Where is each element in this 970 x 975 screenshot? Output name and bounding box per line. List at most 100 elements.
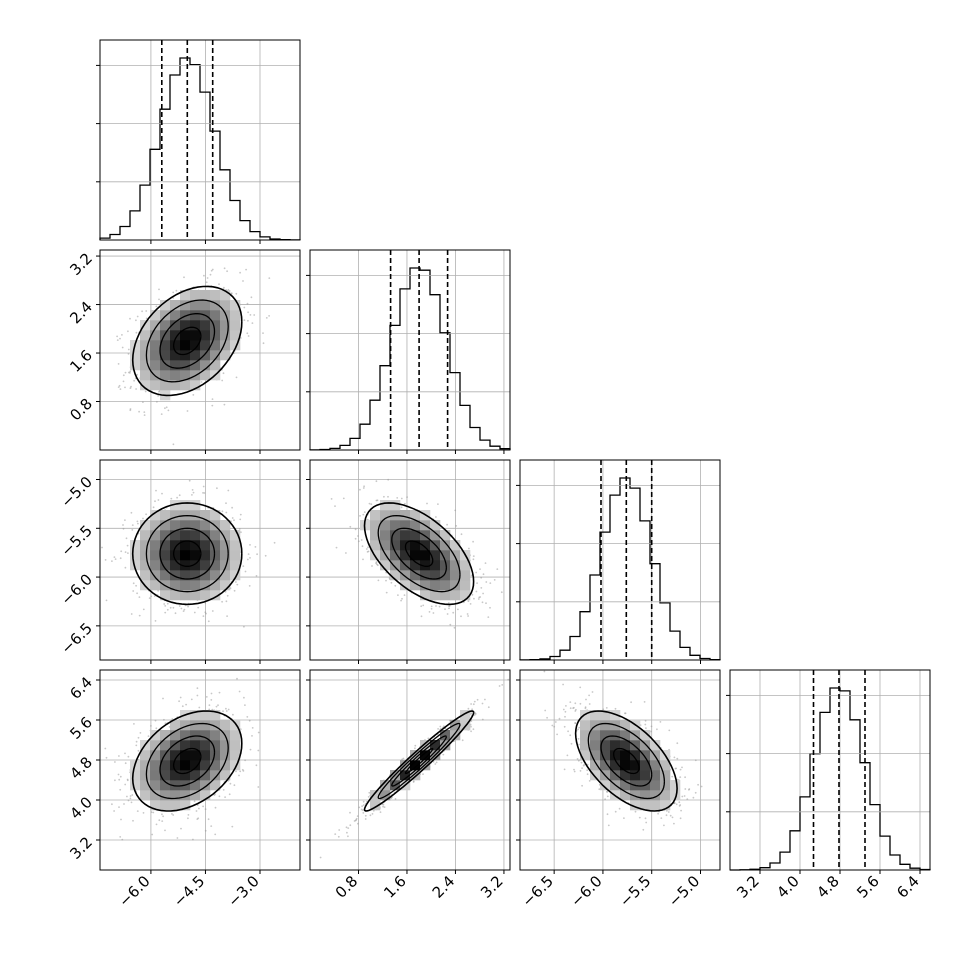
sample-point (588, 703, 591, 705)
sample-point (126, 795, 128, 798)
sample-point (577, 728, 579, 731)
sample-point (211, 610, 214, 612)
sample-point (244, 570, 247, 573)
density-cell (380, 540, 391, 551)
panel-frame (99, 669, 301, 871)
contour-3 (377, 514, 461, 593)
sample-point (133, 723, 135, 725)
density-cell (620, 720, 631, 731)
sample-point (130, 801, 133, 804)
density-cell (140, 330, 151, 341)
density-cell (190, 320, 201, 331)
density-cell (220, 330, 231, 341)
sample-point (147, 735, 150, 737)
sample-point (645, 821, 648, 824)
sample-point (553, 725, 556, 728)
density-cell (440, 540, 451, 551)
density-cell (130, 360, 141, 371)
scatter-panel-3-0 (104, 677, 260, 841)
density-cell (200, 550, 211, 561)
sample-point (598, 788, 601, 791)
sample-point (118, 755, 120, 757)
sample-point (209, 273, 212, 276)
sample-point (210, 692, 213, 695)
sample-point (364, 818, 367, 820)
density-cell (230, 330, 241, 341)
sample-point (367, 796, 370, 798)
density-cell (650, 740, 661, 751)
sample-point (574, 702, 577, 705)
sample-point (130, 511, 133, 514)
density-cell (170, 580, 181, 591)
sample-point (487, 706, 490, 709)
sample-point (246, 558, 249, 561)
sample-point (439, 725, 442, 728)
sample-point (356, 815, 359, 817)
sample-point (101, 546, 103, 549)
density-cell (150, 580, 161, 591)
sample-point (694, 791, 697, 794)
sample-point (681, 766, 683, 769)
density-cell (160, 330, 171, 341)
sample-point (562, 683, 564, 686)
sample-point (357, 540, 360, 543)
y-tick-label: 0.8 (66, 395, 96, 425)
sample-point (437, 503, 439, 505)
sample-point (221, 510, 224, 513)
density-cell (170, 550, 181, 561)
density-cell (650, 780, 661, 791)
sample-point (172, 606, 175, 609)
density-cell (160, 560, 171, 571)
density-cell (170, 510, 181, 521)
x-tick-label: 4.0 (773, 872, 803, 902)
sample-point (211, 398, 214, 400)
density-cell (210, 560, 221, 571)
sample-point (383, 495, 385, 498)
density-cell (230, 310, 241, 321)
density-cell (200, 330, 211, 341)
density-cell (200, 730, 211, 741)
density-cell (180, 720, 191, 731)
sample-point (122, 527, 125, 530)
sample-point (123, 803, 125, 805)
density-cell (230, 550, 241, 561)
sample-point (122, 374, 125, 377)
sample-point (470, 720, 473, 722)
density-cell (430, 530, 441, 541)
density-cell (180, 360, 191, 371)
density-cell (650, 790, 661, 801)
contour-1 (172, 747, 202, 775)
sample-point (158, 298, 160, 301)
density-cell (630, 770, 641, 781)
density-cell (160, 550, 171, 561)
sample-point (673, 756, 676, 759)
sample-point (192, 491, 195, 494)
density-cell (200, 560, 211, 571)
sample-point (192, 838, 194, 841)
sample-point (167, 409, 170, 412)
sample-point (243, 319, 246, 322)
sample-point (461, 739, 464, 742)
density-cell (170, 530, 181, 541)
sample-point (347, 835, 349, 838)
sample-point (480, 576, 483, 579)
contour-4 (363, 710, 475, 812)
sample-point (157, 589, 160, 592)
density-cell (150, 320, 161, 331)
sample-point (239, 770, 242, 773)
sample-point (484, 562, 487, 564)
sample-point (385, 591, 388, 594)
sample-point (406, 496, 408, 498)
sample-point (118, 384, 121, 387)
x-tick-label: −6.0 (567, 872, 605, 910)
sample-point (248, 719, 251, 722)
density-cell (600, 760, 611, 771)
sample-point (659, 721, 662, 723)
sample-point (467, 615, 469, 617)
density-cell (440, 570, 451, 581)
sample-point (558, 717, 561, 720)
density-cell (150, 310, 161, 321)
density-cell (180, 800, 191, 811)
sample-point (178, 494, 181, 497)
density-cell (170, 560, 181, 571)
